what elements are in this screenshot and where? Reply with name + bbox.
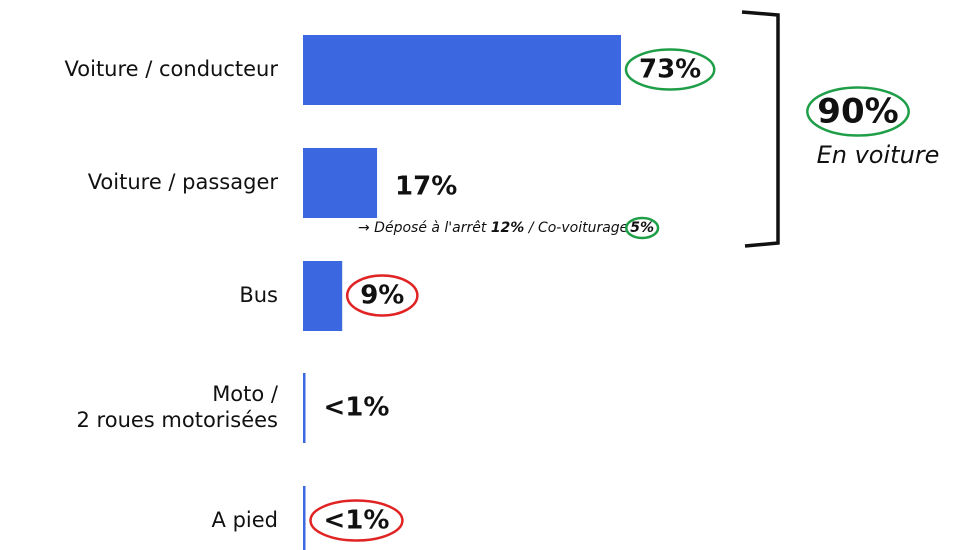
value-label: 73% xyxy=(639,55,701,85)
bar xyxy=(303,35,621,105)
highlight-circle xyxy=(625,216,660,240)
category-line: 2 roues motorisées xyxy=(77,408,278,432)
group-total: 90% xyxy=(817,92,898,132)
value-label: <1% xyxy=(324,506,390,536)
highlight-circle xyxy=(806,86,910,137)
subnote-value: 12% xyxy=(491,220,525,236)
highlight-circle xyxy=(309,499,404,542)
category-line: Moto / xyxy=(212,382,279,406)
subnote: → Déposé à l'arrêt 12% / Co-voiturage 5% xyxy=(358,220,654,236)
category-label: A pied xyxy=(212,508,278,532)
subnote-text: → Déposé à l'arrêt xyxy=(358,220,487,236)
subnote-value: 5% xyxy=(630,220,654,236)
category-label: Voiture / passager xyxy=(88,170,279,194)
group-bracket xyxy=(741,10,780,248)
category-label: Voiture / conducteur xyxy=(65,57,279,81)
bar xyxy=(303,486,306,550)
bar xyxy=(303,148,378,218)
value-label: <1% xyxy=(324,393,390,423)
bar xyxy=(303,373,306,443)
highlight-circle xyxy=(345,274,419,317)
subnote-text: / Co-voiturage xyxy=(527,220,629,236)
category-label: Bus xyxy=(239,283,278,307)
highlight-circle xyxy=(624,48,716,91)
bar xyxy=(303,261,343,331)
group-caption: En voiture xyxy=(817,141,940,169)
category-label: Moto /2 roues motorisées xyxy=(77,382,279,432)
value-label: 17% xyxy=(395,172,457,202)
value-label: 9% xyxy=(360,281,404,311)
